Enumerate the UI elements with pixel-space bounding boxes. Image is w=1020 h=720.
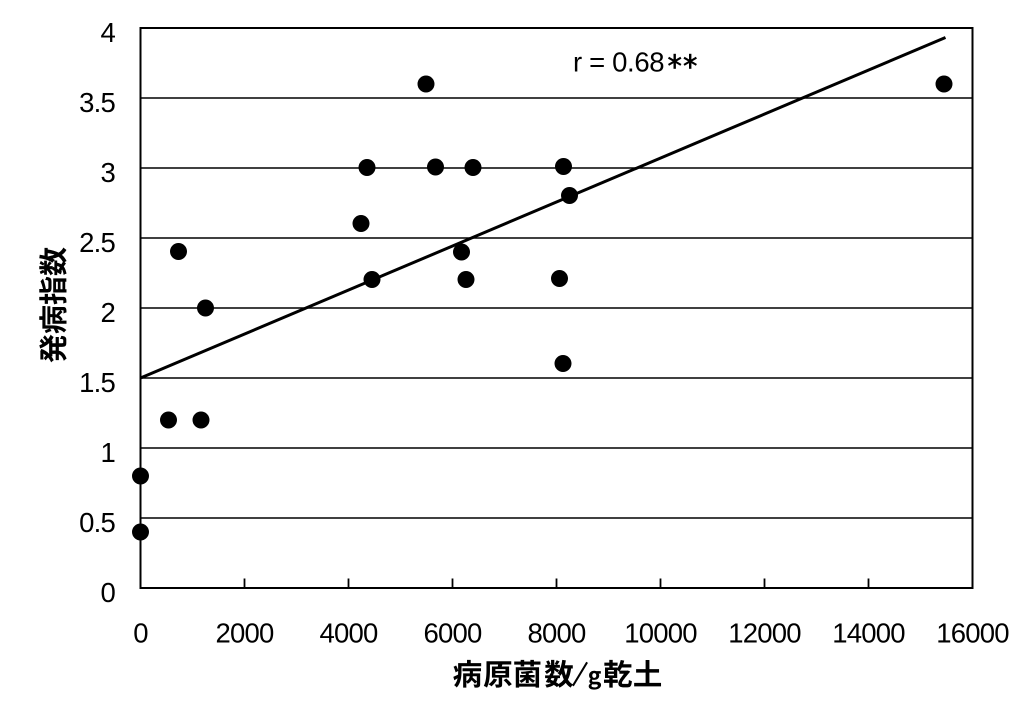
svg-text:3.5: 3.5 (79, 87, 115, 118)
svg-text:4000: 4000 (320, 618, 378, 649)
svg-text:2: 2 (101, 297, 116, 328)
svg-text:12000: 12000 (728, 618, 801, 649)
svg-text:14000: 14000 (832, 618, 905, 649)
svg-text:2.5: 2.5 (79, 227, 115, 258)
svg-text:0: 0 (101, 577, 116, 608)
svg-text:0: 0 (133, 618, 148, 649)
svg-text:4: 4 (101, 17, 116, 48)
svg-text:8000: 8000 (528, 618, 586, 649)
svg-text:6000: 6000 (424, 618, 482, 649)
svg-text:1: 1 (101, 437, 116, 468)
svg-text:2000: 2000 (216, 618, 274, 649)
svg-text:r = 0.68: r = 0.68 (573, 46, 664, 77)
svg-text:3: 3 (101, 157, 116, 188)
svg-text:0.5: 0.5 (79, 507, 115, 538)
svg-text:1.5: 1.5 (79, 367, 115, 398)
svg-text:16000: 16000 (936, 618, 1009, 649)
svg-text:10000: 10000 (624, 618, 697, 649)
